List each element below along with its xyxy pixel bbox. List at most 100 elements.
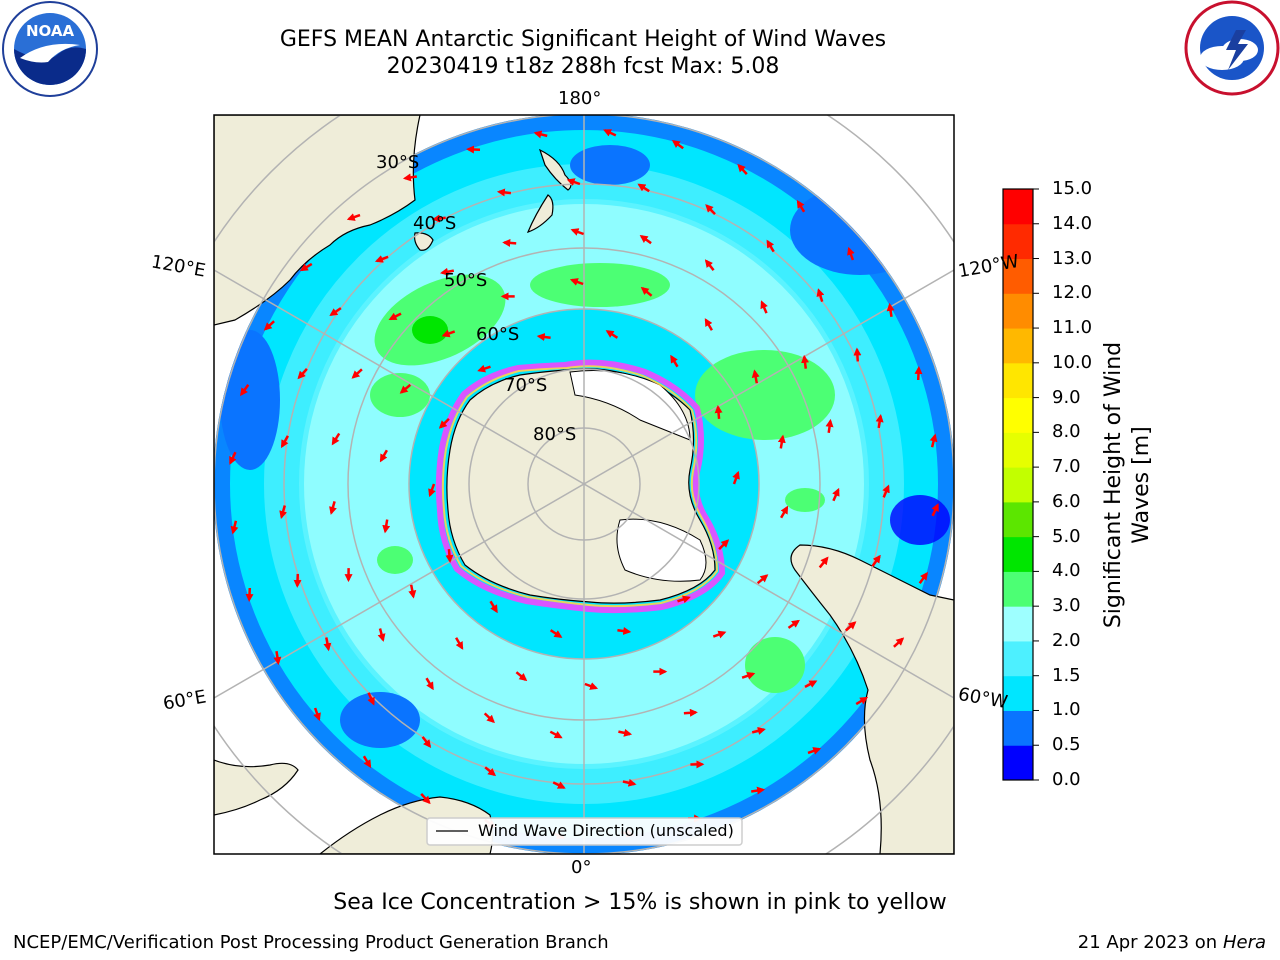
wind-wave-arrow xyxy=(617,626,632,635)
wind-wave-arrow xyxy=(570,228,585,236)
colorbar-swatch xyxy=(1003,293,1033,329)
wind-wave-arrow xyxy=(670,354,679,368)
wind-wave-arrow xyxy=(844,621,857,632)
colorbar-swatch xyxy=(1003,640,1033,677)
wind-wave-arrow xyxy=(886,302,895,317)
wind-wave-arrow xyxy=(420,793,431,805)
colorbar-swatch xyxy=(1003,223,1033,260)
wind-wave-arrow xyxy=(931,503,939,517)
lat-label-50s: 50°S xyxy=(444,270,488,291)
wind-wave-arrow xyxy=(804,680,818,689)
lat-label-40s: 40°S xyxy=(413,213,457,234)
wind-wave-arrow xyxy=(637,183,650,193)
colorbar-tick-label: 11.0 xyxy=(1052,317,1093,339)
wind-wave-arrow xyxy=(929,433,938,448)
wind-wave-arrow xyxy=(893,637,905,648)
colorbar-swatch xyxy=(1003,571,1033,607)
wind-wave-arrow xyxy=(777,434,786,449)
wind-wave-arrow xyxy=(801,354,810,369)
colorbar-tick-label: 0.5 xyxy=(1052,734,1081,756)
wind-wave-arrow xyxy=(515,671,528,682)
wind-wave-arrow xyxy=(732,470,740,485)
footer-date: 21 Apr 2023 on Hera xyxy=(1078,932,1266,953)
wind-wave-arrow xyxy=(466,145,481,154)
lat-label-70s: 70°S xyxy=(504,375,548,396)
colorbar-swatch xyxy=(1003,501,1033,538)
colorbar-tick-label: 4.0 xyxy=(1052,560,1081,582)
wind-wave-arrow xyxy=(705,204,716,215)
noaa-logo-text: NOAA xyxy=(26,22,75,40)
wind-wave-arrow xyxy=(496,188,512,197)
wind-wave-arrow xyxy=(382,519,391,534)
wind-wave-arrow xyxy=(760,300,768,314)
colorbar-tick-label: 1.0 xyxy=(1052,699,1081,721)
colorbar-swatch xyxy=(1003,362,1033,399)
wind-wave-arrow xyxy=(918,571,928,584)
wind-wave-arrow xyxy=(704,318,713,331)
wind-wave-arrow xyxy=(483,712,495,724)
wind-wave-arrow xyxy=(323,637,332,652)
wind-wave-arrow xyxy=(622,778,637,787)
wind-wave-arrow xyxy=(741,671,756,680)
colorbar-tick-label: 2.0 xyxy=(1052,629,1081,651)
colorbar-tick-label: 6.0 xyxy=(1052,490,1081,512)
wind-wave-arrow xyxy=(421,736,432,748)
lat-label-30s: 30°S xyxy=(376,152,420,173)
wind-wave-arrow xyxy=(229,451,237,465)
chart-subtitle: 20230419 t18z 288h fcst Max: 5.08 xyxy=(386,54,780,79)
map-frame xyxy=(213,114,955,855)
wind-wave-arrow xyxy=(455,637,464,650)
wind-wave-arrow xyxy=(847,246,855,261)
wind-wave-arrow xyxy=(871,554,881,567)
footer-machine: Hera xyxy=(1222,932,1266,953)
wind-wave-arrow xyxy=(329,501,337,515)
wind-wave-arrow xyxy=(853,347,862,362)
wind-wave-arrow xyxy=(280,435,289,449)
colorbar-swatch xyxy=(1003,675,1033,711)
colorbar-swatch xyxy=(1003,467,1033,503)
wind-wave-arrow xyxy=(618,728,633,737)
colorbar-tick-label: 0.0 xyxy=(1052,769,1081,790)
colorbar-tick-label: 13.0 xyxy=(1052,247,1093,269)
wind-wave-arrow xyxy=(818,556,829,569)
colorbar-tick-label: 7.0 xyxy=(1052,456,1081,478)
wind-wave-arrow xyxy=(402,173,417,182)
wind-wave-arrow xyxy=(712,630,727,639)
colorbar-title: Significant Height of Wind Waves [m] xyxy=(1101,341,1154,629)
wind-wave-arrow xyxy=(714,405,723,420)
wind-wave-arrow xyxy=(379,449,388,463)
wind-wave-arrow xyxy=(346,213,361,221)
wind-wave-arrow xyxy=(273,651,282,666)
colorbar-tick-label: 9.0 xyxy=(1052,386,1081,408)
nws-logo xyxy=(1184,0,1280,96)
sea-ice-note: Sea Ice Concentration > 15% is shown in … xyxy=(333,890,947,915)
colorbar xyxy=(1003,188,1039,781)
wind-wave-arrow xyxy=(367,692,375,706)
wind-wave-arrow xyxy=(440,267,455,276)
lon-label-0: 0° xyxy=(571,857,592,878)
wind-wave-arrow xyxy=(377,628,386,642)
wind-wave-arrow xyxy=(293,573,302,588)
colorbar-tick-label: 8.0 xyxy=(1052,421,1081,443)
colorbar-swatch xyxy=(1003,745,1033,781)
wind-wave-arrow xyxy=(552,781,566,789)
wind-wave-arrow xyxy=(603,129,617,137)
wind-wave-arrow xyxy=(780,505,789,519)
wind-wave-arrow xyxy=(399,383,412,394)
wind-wave-arrow xyxy=(230,520,239,535)
wind-wave-arrow xyxy=(751,727,766,735)
wind-wave-arrow xyxy=(671,140,684,150)
wind-wave-arrow xyxy=(914,366,923,381)
wind-wave-arrow xyxy=(796,199,806,213)
wind-wave-arrow xyxy=(816,288,825,302)
colorbar-tick-label: 12.0 xyxy=(1052,282,1093,304)
wind-wave-arrow xyxy=(875,414,884,429)
colorbar-tick-label: 14.0 xyxy=(1052,212,1093,234)
wind-wave-arrow xyxy=(825,418,834,433)
wind-wave-arrow xyxy=(566,178,581,186)
colorbar-swatch xyxy=(1003,258,1033,294)
footer-credit: NCEP/EMC/Verification Post Processing Pr… xyxy=(13,932,609,953)
colorbar-tick-label: 15.0 xyxy=(1052,178,1093,199)
wind-wave-arrow xyxy=(533,130,548,139)
